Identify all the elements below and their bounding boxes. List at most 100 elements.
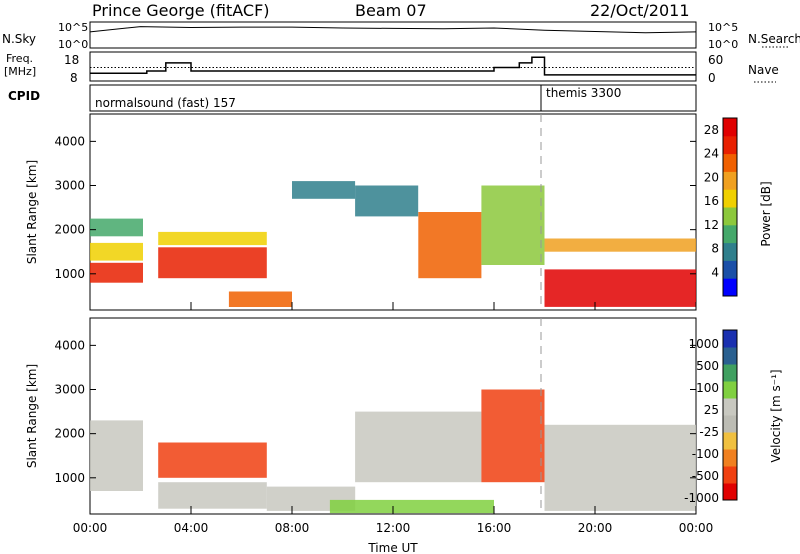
freq-strip: Freq. [MHz] 18 8 60 0 Nave (4, 51, 779, 85)
power-colorbar-cell-0 (723, 278, 737, 297)
data-region-2 (90, 218, 143, 237)
data-region-0 (90, 420, 143, 491)
freq-right-top-tick: 60 (708, 53, 723, 67)
nsky-label: N.Sky (2, 32, 36, 46)
nsky-frame (89, 21, 697, 49)
velocity-colorbar-cell-3 (723, 432, 737, 450)
xtick-label-0: 00:00 (73, 521, 108, 535)
ytick-label-2000: 2000 (54, 223, 85, 237)
velocity-colorbar-cell-2 (723, 449, 737, 467)
nsky-right-top-tick: 10^5 (708, 21, 738, 34)
data-region-0 (90, 262, 143, 283)
data-region-6 (292, 181, 356, 199)
freq-label-line2: [MHz] (4, 65, 36, 78)
time-axis-label: Time UT (367, 541, 418, 554)
power-colorbar-tick-20: 20 (704, 170, 719, 184)
nsky-left-bottom-tick: 10^0 (58, 38, 88, 51)
power-colorbar-tick-12: 12 (704, 218, 719, 232)
cpid-frame (89, 84, 697, 112)
beam-title: Beam 07 (355, 1, 427, 20)
power-data-regions (90, 181, 696, 307)
velocity-colorbar-tick-0: 1000 (688, 337, 719, 351)
velocity-colorbar-tick-6: -500 (692, 469, 719, 483)
velocity-colorbar-cell-9 (723, 330, 737, 348)
velocity-panel: 1000 2000 3000 4000 Slant Range [km] (25, 317, 697, 515)
velocity-colorbar-cell-0 (723, 483, 737, 501)
data-region-7 (355, 185, 419, 217)
nsky-line (89, 26, 697, 34)
data-region-3 (158, 247, 267, 279)
ytick-label-1000: 1000 (54, 471, 85, 485)
freq-line (90, 56, 696, 76)
power-colorbar-label: Power [dB] (759, 181, 773, 246)
velocity-data-regions (90, 389, 696, 514)
velocity-colorbar-label: Velocity [m s⁻¹] (769, 369, 783, 462)
velocity-colorbar-frame (722, 329, 738, 501)
power-colorbar-cell-5 (723, 189, 737, 208)
power-colorbar-tick-24: 24 (704, 147, 719, 161)
data-region-1 (90, 242, 143, 261)
nsky-left-top-tick: 10^5 (58, 21, 88, 34)
data-region-7 (544, 424, 696, 511)
power-colorbar-cell-3 (723, 224, 737, 244)
data-region-4 (158, 231, 267, 246)
data-region-9 (481, 185, 545, 265)
ytick-label-3000: 3000 (54, 383, 85, 397)
power-colorbar-tick-28: 28 (704, 123, 719, 137)
time-axis-ticks: 00:00 04:00 08:00 12:00 16:00 20:00 00:00 (73, 302, 714, 535)
ytick-label-1000: 1000 (54, 267, 85, 281)
date-title: 22/Oct/2011 (590, 1, 690, 20)
power-colorbar-cell-8 (723, 135, 737, 155)
velocity-colorbar-tick-7: -1000 (684, 491, 719, 505)
cpid-segment-1: normalsound (fast) 157 (95, 96, 236, 110)
power-colorbar-cell-1 (723, 260, 737, 279)
velocity-colorbar-cell-7 (723, 364, 737, 382)
velocity-colorbar-cell-8 (723, 347, 737, 365)
data-region-2 (158, 482, 267, 509)
cpid-segment-2: themis 3300 (546, 86, 621, 100)
data-region-5 (481, 389, 545, 483)
xtick-label-5: 20:00 (578, 521, 613, 535)
xtick-label-3: 12:00 (376, 521, 411, 535)
velocity-colorbar-cell-5 (723, 398, 737, 416)
data-region-1 (158, 442, 267, 478)
data-region-8 (418, 212, 482, 279)
power-colorbar-cell-2 (723, 242, 737, 261)
data-region-10 (544, 269, 696, 307)
ytick-label-4000: 4000 (54, 338, 85, 352)
power-colorbar-frame (722, 117, 738, 297)
power-panel: 1000 2000 3000 4000 Slant Range [km] (25, 113, 697, 311)
velocity-colorbar-tick-1: 500 (696, 359, 719, 373)
power-ylabel: Slant Range [km] (25, 160, 39, 264)
velocity-colorbar-cell-4 (723, 415, 737, 433)
velocity-colorbar-tick-2: 100 (696, 381, 719, 395)
data-region-6 (329, 499, 494, 514)
velocity-y-ticks: 1000 2000 3000 4000 (54, 338, 696, 485)
xtick-label-2: 08:00 (275, 521, 310, 535)
velocity-colorbar-cell-1 (723, 466, 737, 484)
xtick-label-6: 00:00 (679, 521, 714, 535)
velocity-ylabel: Slant Range [km] (25, 364, 39, 468)
power-colorbar-tick-4: 4 (711, 265, 719, 279)
freq-label-line1: Freq. (6, 52, 33, 65)
velocity-colorbar-cell-6 (723, 381, 737, 399)
ytick-label-3000: 3000 (54, 179, 85, 193)
nsky-strip: N.Sky 10^5 10^0 10^5 10^0 N.Search (2, 21, 800, 51)
nsky-right-bottom-tick: 10^0 (708, 38, 738, 51)
velocity-colorbar-tick-4: -25 (699, 425, 719, 439)
velocity-colorbar-tick-5: -100 (692, 447, 719, 461)
cpid-label: CPID (8, 89, 40, 103)
xtick-label-4: 16:00 (477, 521, 512, 535)
power-colorbar-cell-4 (723, 207, 737, 226)
power-colorbar-cell-9 (723, 118, 737, 137)
velocity-colorbar: 1000 500 100 25 -25 -100 -500 -1000 (684, 329, 738, 505)
ytick-label-4000: 4000 (54, 134, 85, 148)
station-title: Prince George (fitACF) (92, 1, 270, 20)
power-colorbar-tick-16: 16 (704, 194, 719, 208)
data-region-11 (544, 238, 696, 252)
power-colorbar-cell-6 (723, 171, 737, 190)
nave-label: Nave (748, 63, 779, 77)
freq-left-bottom-tick: 8 (70, 71, 78, 85)
cpid-strip: CPID normalsound (fast) 157 themis 3300 (8, 84, 697, 112)
